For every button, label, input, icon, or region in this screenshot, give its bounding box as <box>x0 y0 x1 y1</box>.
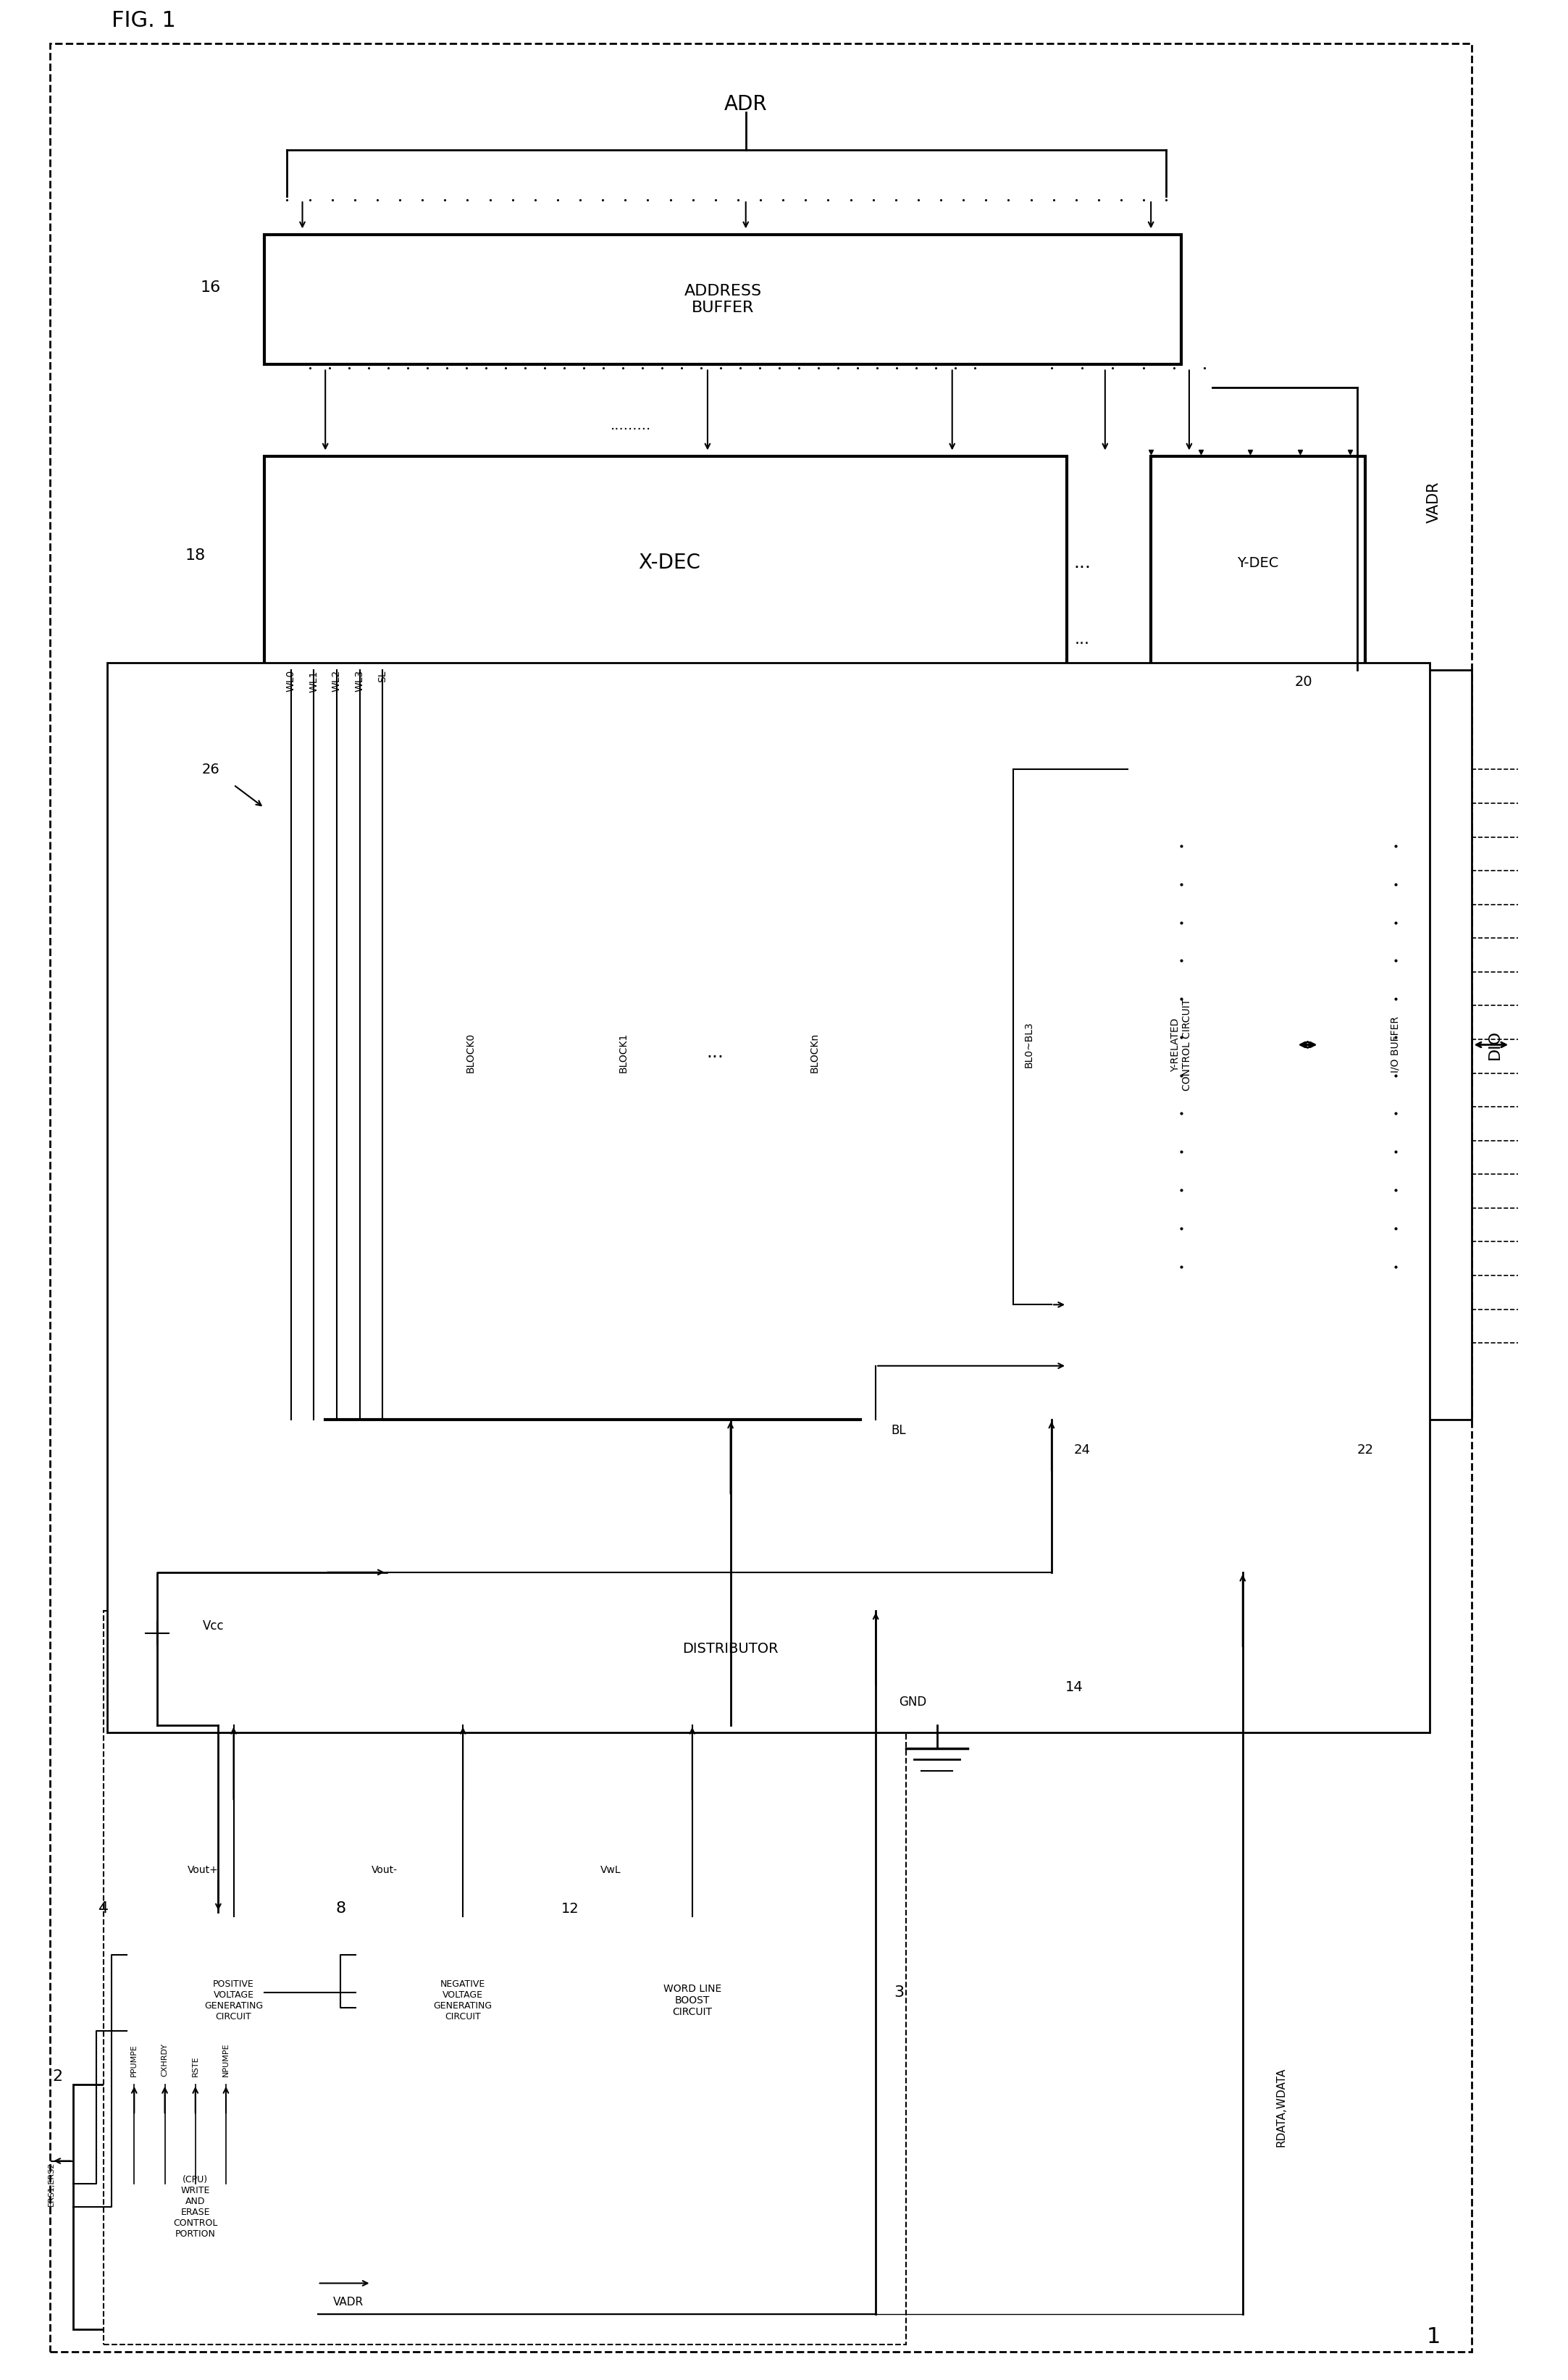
Text: PPUMPE: PPUMPE <box>130 2044 138 2078</box>
Text: Y-DEC: Y-DEC <box>1237 557 1279 569</box>
Bar <box>108 662 1430 1733</box>
Bar <box>386 1573 1074 1725</box>
Text: ...: ... <box>1074 633 1090 647</box>
Bar <box>263 233 1182 364</box>
Text: BLOCKn: BLOCKn <box>809 1033 820 1073</box>
Text: 26: 26 <box>202 762 220 776</box>
Bar <box>1151 457 1366 671</box>
Text: RSTE: RSTE <box>191 2056 199 2078</box>
Text: 12: 12 <box>561 1902 579 1916</box>
FancyBboxPatch shape <box>555 747 691 1359</box>
Text: ...: ... <box>707 1045 724 1061</box>
Bar <box>287 709 861 1380</box>
Text: Y-RELATED
CONTROL CIRCUIT: Y-RELATED CONTROL CIRCUIT <box>1171 1000 1192 1090</box>
Text: 1: 1 <box>1427 2325 1441 2347</box>
Text: 3: 3 <box>894 1985 903 1999</box>
Text: VwL: VwL <box>601 1866 621 1875</box>
Bar <box>74 2085 318 2330</box>
Text: WL3: WL3 <box>354 671 365 693</box>
Text: 24: 24 <box>1074 1442 1090 1457</box>
Bar <box>103 1611 906 2344</box>
Text: WL1: WL1 <box>309 671 318 693</box>
Text: X-DEC: X-DEC <box>638 552 701 574</box>
Text: GND: GND <box>898 1695 927 1709</box>
Text: Vcc: Vcc <box>202 1618 224 1633</box>
Text: FIG. 1: FIG. 1 <box>111 10 176 31</box>
Text: 22: 22 <box>1356 1442 1374 1457</box>
Text: 16: 16 <box>201 281 221 295</box>
Text: ...: ... <box>1074 555 1091 571</box>
Text: BL: BL <box>891 1423 906 1438</box>
Text: VADR: VADR <box>332 2297 364 2309</box>
Text: Vout+: Vout+ <box>188 1866 218 1875</box>
Text: ERS1,ERS2: ERS1,ERS2 <box>49 2161 55 2206</box>
Text: NEGATIVE
VOLTAGE
GENERATING
CIRCUIT: NEGATIVE VOLTAGE GENERATING CIRCUIT <box>433 1980 492 2021</box>
Bar <box>1066 671 1297 1418</box>
Text: BLOCK1: BLOCK1 <box>618 1033 629 1073</box>
Text: WORD LINE
BOOST
CIRCUIT: WORD LINE BOOST CIRCUIT <box>663 1983 721 2018</box>
Text: ADDRESS
BUFFER: ADDRESS BUFFER <box>684 283 762 314</box>
Text: I/O BUFFER: I/O BUFFER <box>1391 1016 1400 1073</box>
Text: DISTRIBUTOR: DISTRIBUTOR <box>682 1642 779 1656</box>
Text: DIO: DIO <box>1488 1031 1502 1059</box>
Text: CXHRDY: CXHRDY <box>162 2044 168 2078</box>
Bar <box>263 457 1066 671</box>
Text: WL2: WL2 <box>332 671 342 693</box>
Bar <box>356 1916 569 2085</box>
Text: BL0~BL3: BL0~BL3 <box>1024 1021 1033 1069</box>
Text: (CPU)
WRITE
AND
ERASE
CONTROL
PORTION: (CPU) WRITE AND ERASE CONTROL PORTION <box>172 2175 218 2240</box>
Bar <box>263 671 1066 1418</box>
Text: 18: 18 <box>185 547 205 562</box>
FancyBboxPatch shape <box>401 747 539 1359</box>
FancyBboxPatch shape <box>746 747 883 1359</box>
Text: 20: 20 <box>1295 674 1312 688</box>
Text: BLOCK0: BLOCK0 <box>466 1033 475 1073</box>
Text: SL: SL <box>378 671 387 683</box>
Bar <box>1319 671 1472 1418</box>
Text: 2: 2 <box>53 2071 63 2085</box>
Text: 8: 8 <box>336 1902 345 1916</box>
Text: 4: 4 <box>99 1902 108 1916</box>
Text: VADR: VADR <box>1427 481 1441 524</box>
Bar <box>585 1916 800 2085</box>
Text: POSITIVE
VOLTAGE
GENERATING
CIRCUIT: POSITIVE VOLTAGE GENERATING CIRCUIT <box>204 1980 263 2021</box>
Text: ADR: ADR <box>724 95 767 114</box>
Text: .........: ......... <box>612 419 651 433</box>
Bar <box>127 1916 340 2085</box>
Text: WL0: WL0 <box>285 671 296 693</box>
Text: 14: 14 <box>1066 1680 1083 1695</box>
Text: Vout-: Vout- <box>372 1866 397 1875</box>
Text: NPUMPE: NPUMPE <box>223 2042 229 2078</box>
Text: RDATA,WDATA: RDATA,WDATA <box>1275 2068 1286 2147</box>
